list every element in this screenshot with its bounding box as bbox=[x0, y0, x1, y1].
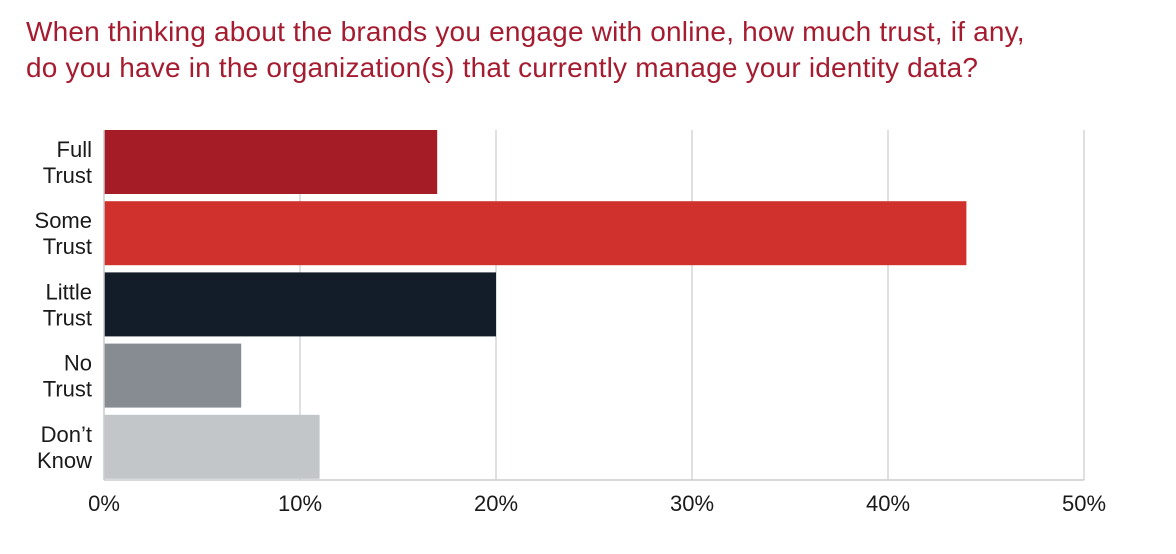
category-label-line: Full bbox=[57, 137, 92, 162]
bar bbox=[104, 272, 496, 337]
x-tick-label: 20% bbox=[474, 491, 518, 516]
category-label-line: Don’t bbox=[41, 422, 92, 447]
bar bbox=[104, 201, 967, 266]
x-tick-label: 10% bbox=[278, 491, 322, 516]
category-label-line: No bbox=[64, 351, 92, 376]
x-tick-label: 30% bbox=[670, 491, 714, 516]
category-label: Some Trust bbox=[35, 208, 92, 259]
category-label-line: Trust bbox=[43, 377, 92, 402]
axes bbox=[103, 130, 1084, 481]
category-label-line: Trust bbox=[43, 163, 92, 188]
category-label: No Trust bbox=[43, 351, 92, 402]
x-tick-label: 0% bbox=[88, 491, 120, 516]
category-label-line: Some bbox=[35, 208, 92, 233]
bars bbox=[104, 130, 967, 479]
category-label-line: Trust bbox=[43, 305, 92, 330]
chart-title-line-1: When thinking about the brands you engag… bbox=[26, 16, 1025, 47]
bar bbox=[104, 130, 438, 194]
chart-title: When thinking about the brands you engag… bbox=[26, 14, 1166, 86]
chart-title-line-2: do you have in the organization(s) that … bbox=[26, 52, 979, 83]
x-tick-label: 40% bbox=[866, 491, 910, 516]
category-label-line: Little bbox=[46, 279, 92, 304]
x-tick-label: 50% bbox=[1062, 491, 1106, 516]
bar bbox=[104, 414, 320, 479]
x-tick-labels: 0% 10% 20% 30% 40% 50% bbox=[88, 491, 1106, 516]
category-label: Don’t Know bbox=[37, 422, 92, 473]
bar bbox=[104, 343, 242, 408]
category-label-line: Trust bbox=[43, 234, 92, 259]
category-label-line: Know bbox=[37, 448, 92, 473]
category-label: Little Trust bbox=[43, 279, 92, 330]
category-label: Full Trust bbox=[43, 137, 92, 188]
